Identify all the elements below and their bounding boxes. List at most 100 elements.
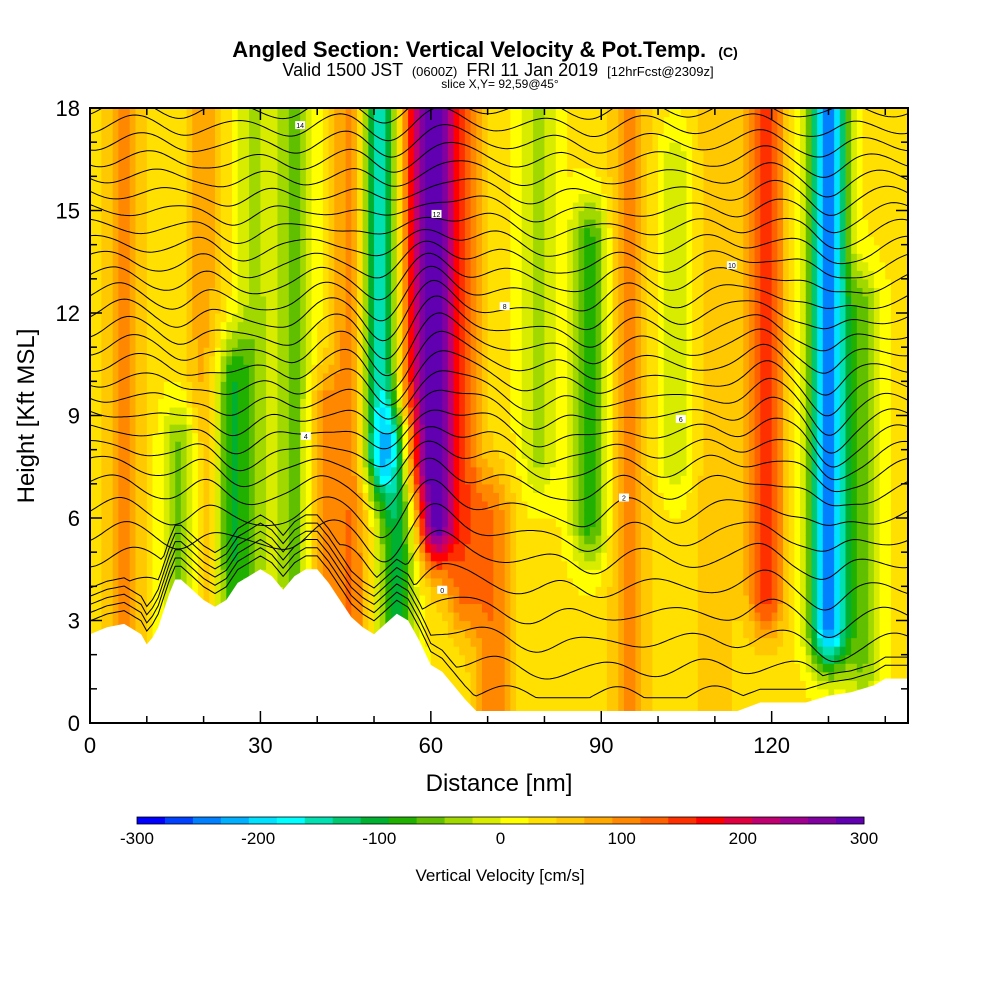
velocity-cell [322,261,330,271]
velocity-cell [447,646,455,656]
velocity-cell [192,193,199,203]
velocity-cell [476,253,483,263]
velocity-cell [464,594,472,605]
velocity-cell [232,398,239,408]
velocity-cell [334,150,341,160]
velocity-cell [192,295,199,306]
velocity-cell [232,466,239,476]
velocity-cell [385,372,392,382]
velocity-cell [481,577,489,587]
velocity-cell [186,287,193,297]
velocity-cell [442,244,449,254]
velocity-cell [374,415,381,425]
velocity-cell [214,133,222,143]
velocity-cell [232,125,239,135]
velocity-cell [129,133,137,143]
velocity-cell [419,475,426,485]
velocity-cell [459,611,466,622]
velocity-cell [481,705,489,716]
velocity-cell [214,176,222,186]
velocity-cell [322,458,330,468]
velocity-cell [175,236,182,246]
velocity-cell [237,116,244,126]
velocity-cell [283,389,290,400]
velocity-cell [220,415,227,425]
velocity-cell [408,424,415,434]
velocity-cell [459,398,466,408]
velocity-cell [192,389,199,400]
velocity-cell [305,330,313,340]
velocity-cell [481,552,489,562]
velocity-cell [402,201,409,212]
velocity-cell [163,432,171,442]
velocity-cell [220,125,227,135]
velocity-cell [169,219,176,229]
velocity-cell [430,569,438,579]
velocity-cell [124,552,131,562]
velocity-cell [322,424,330,434]
velocity-cell [118,244,125,254]
velocity-cell [192,441,199,451]
velocity-cell [146,142,154,152]
velocity-cell [271,270,279,280]
velocity-cell [391,270,398,280]
velocity-cell [459,449,466,459]
velocity-cell [260,244,267,254]
velocity-cell [430,244,438,254]
velocity-cell [158,304,165,314]
velocity-cell [158,406,165,417]
velocity-cell [112,483,119,493]
velocity-cell [220,458,227,468]
velocity-cell [328,142,335,152]
velocity-cell [203,295,210,306]
velocity-cell [95,176,102,186]
velocity-cell [396,415,404,425]
velocity-cell [339,569,347,579]
velocity-cell [249,227,256,237]
velocity-cell [413,509,421,519]
velocity-cell [118,287,125,297]
velocity-cell [90,466,97,476]
velocity-cell [180,398,188,408]
velocity-cell [470,586,477,596]
velocity-cell [442,432,449,442]
velocity-cell [362,108,369,118]
velocity-cell [402,483,409,493]
velocity-cell [283,313,290,323]
velocity-cell [459,244,466,254]
velocity-cell [124,458,131,468]
velocity-cell [101,372,108,382]
velocity-cell [141,338,148,348]
velocity-cell [90,594,97,605]
velocity-cell [220,518,227,528]
velocity-cell [107,603,114,613]
velocity-cell [209,184,216,195]
velocity-cell [249,483,256,493]
velocity-cell [300,330,307,340]
velocity-cell [266,304,273,314]
velocity-cell [271,278,279,288]
velocity-cell [305,518,313,528]
velocity-cell [141,219,148,229]
velocity-cell [260,381,267,391]
velocity-cell [464,295,472,306]
velocity-cell [419,116,426,126]
velocity-cell [334,466,341,476]
velocity-cell [470,500,477,511]
velocity-cell [453,347,460,357]
velocity-cell [101,466,108,476]
velocity-cell [447,441,455,451]
velocity-cell [277,458,284,468]
velocity-cell [322,355,330,365]
velocity-cell [277,432,284,442]
velocity-cell [226,150,233,160]
velocity-cell [368,236,375,246]
velocity-cell [146,116,154,126]
velocity-cell [249,338,256,348]
velocity-cell [334,176,341,186]
velocity-cell [232,253,239,263]
velocity-cell [396,475,404,485]
velocity-cell [146,219,154,229]
velocity-cell [385,201,392,212]
velocity-cell [334,236,341,246]
